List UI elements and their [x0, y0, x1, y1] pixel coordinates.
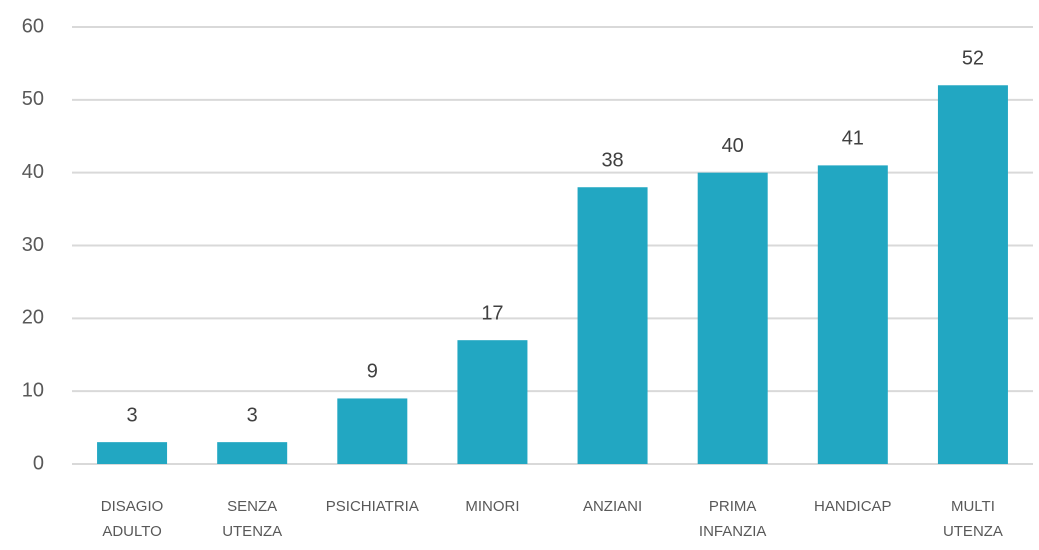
y-tick-label: 40	[22, 161, 44, 183]
bar	[697, 172, 768, 464]
bar	[817, 165, 888, 464]
bar	[337, 398, 408, 464]
value-label: 9	[367, 361, 378, 383]
bar	[577, 187, 648, 464]
value-label: 38	[601, 150, 623, 172]
value-label: 41	[842, 128, 864, 150]
y-tick-label: 0	[33, 452, 44, 474]
bar	[217, 442, 288, 464]
bar	[457, 340, 528, 464]
x-tick-label: MINORI	[465, 498, 520, 515]
y-tick-label: 50	[22, 88, 44, 110]
value-label: 3	[127, 404, 138, 426]
y-tick-label: 30	[22, 234, 44, 256]
x-tick-label: MULTI UTENZA	[942, 498, 1003, 540]
x-tick-label: SENZA UTENZA	[222, 498, 283, 540]
y-tick-label: 20	[22, 307, 44, 329]
x-tick-label: PRIMA INFANZIA	[698, 498, 767, 540]
x-tick-label: ANZIANI	[582, 498, 643, 515]
x-tick-label: HANDICAP	[814, 498, 892, 515]
y-tick-label: 60	[22, 15, 44, 37]
bar	[937, 85, 1008, 465]
value-label: 40	[722, 135, 744, 157]
value-label: 3	[247, 404, 258, 426]
value-label: 52	[962, 48, 984, 70]
y-tick-label: 10	[22, 379, 44, 401]
bar	[97, 442, 168, 464]
x-tick-label: PSICHIATRIA	[325, 498, 419, 515]
value-label: 17	[481, 302, 503, 324]
x-tick-label: DISAGIO ADULTO	[100, 498, 164, 540]
